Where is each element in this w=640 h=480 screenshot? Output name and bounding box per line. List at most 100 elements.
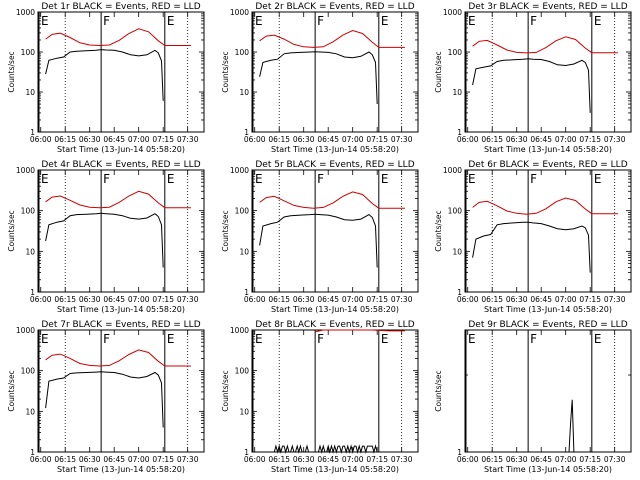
x-tick-label: 06:30 [79,295,101,304]
x-tick-label: 06:00 [457,295,479,304]
x-tick-label: 06:15 [54,295,76,304]
plot-frame [251,169,419,293]
chart-panel-det-9: Det 9r BLACK = Events, RED = LLD 06:00 06:… [434,320,632,474]
events-series-line [45,49,164,101]
marker-label: F [530,332,537,346]
y-tick-label: 100 [21,367,36,376]
x-tick-label: 06:15 [54,455,76,464]
x-tick-label: 07:15 [366,455,388,464]
x-tick-label: 06:00 [244,295,266,304]
marker-label: E [167,14,175,28]
x-tick-label: 06:00 [30,135,52,144]
x-tick-label: 07:00 [128,455,150,464]
x-tick-label: 06:45 [317,455,339,464]
y-axis-label: Counts/sec [221,370,230,411]
x-tick-label: 07:15 [152,455,174,464]
events-series-line [259,51,378,105]
chart-panel-det-5: Det 5r BLACK = Events, RED = LLD 06:00 06:… [221,160,419,314]
y-tick-label: 10 [452,88,462,97]
y-tick-label: 10 [239,88,249,97]
x-tick-label: 06:00 [457,455,479,464]
x-tick-label: 06:00 [30,455,52,464]
y-tick-label: 100 [448,48,463,57]
marker-label: E [381,332,389,346]
y-axis-label: Counts/sec [221,210,230,251]
marker-label: F [103,14,110,28]
plot-frame [251,329,419,453]
x-tick-label: 06:45 [103,135,125,144]
x-tick-label: 06:30 [293,295,315,304]
y-tick-label: 1000 [443,8,462,17]
x-tick-label: 06:15 [481,295,503,304]
marker-label: E [41,332,49,346]
x-tick-label: 06:30 [506,455,528,464]
plot-frame [37,329,205,453]
x-tick-label: 07:00 [342,455,364,464]
x-tick-label: 07:30 [604,455,626,464]
x-tick-label: 07:30 [391,455,413,464]
events-series-line [568,399,575,453]
y-tick-label: 100 [235,48,250,57]
chart-title: Det 8r BLACK = Events, RED = LLD [255,320,414,330]
marker-label: F [317,14,324,28]
chart-title: Det 3r BLACK = Events, RED = LLD [468,2,627,12]
events-series-line [45,371,164,428]
y-axis-label: Counts/sec [434,51,443,92]
chart-title: Det 2r BLACK = Events, RED = LLD [255,2,414,12]
y-tick-label: 1 [30,288,35,297]
y-tick-label: 10 [25,88,35,97]
marker-label: E [167,332,175,346]
marker-label: F [317,332,324,346]
y-tick-label: 1000 [230,326,249,335]
x-tick-label: 06:45 [530,455,552,464]
y-tick-label: 100 [21,207,36,216]
events-series-line [259,213,378,268]
x-tick-label: 07:15 [152,295,174,304]
y-axis-label: Counts/sec [434,210,443,251]
events-series-line [472,58,591,113]
marker-label: F [103,172,110,186]
marker-label: F [103,332,110,346]
y-tick-label: 1 [457,288,462,297]
chart-title: Det 9r BLACK = Events, RED = LLD [468,320,627,330]
x-tick-label: 07:00 [555,295,577,304]
marker-label: E [594,172,602,186]
chart-panel-det-6: Det 6r BLACK = Events, RED = LLD 06:00 06:… [434,160,632,314]
x-axis-label: Start Time (13-Jun-14 05:58:20) [271,465,399,474]
marker-label: E [255,172,263,186]
x-tick-label: 07:00 [555,135,577,144]
y-tick-label: 1 [457,128,462,137]
x-tick-label: 07:00 [128,135,150,144]
chart-title: Det 5r BLACK = Events, RED = LLD [255,160,414,170]
x-tick-label: 06:00 [244,455,266,464]
plot-frame [37,11,205,133]
x-tick-label: 06:30 [293,135,315,144]
x-axis-label: Start Time (13-Jun-14 05:58:20) [57,145,185,154]
x-axis-label: Start Time (13-Jun-14 05:58:20) [57,305,185,314]
marker-label: E [594,332,602,346]
y-tick-label: 100 [448,207,463,216]
x-tick-label: 06:15 [268,135,290,144]
y-tick-label: 10 [25,407,35,416]
y-tick-label: 1 [244,128,249,137]
x-axis-label: Start Time (13-Jun-14 05:58:20) [271,145,399,154]
x-tick-label: 06:30 [79,135,101,144]
x-tick-label: 07:30 [391,295,413,304]
y-tick-label: 1000 [16,166,35,175]
x-tick-label: 07:00 [128,295,150,304]
x-tick-label: 07:15 [579,455,601,464]
x-tick-label: 06:45 [317,135,339,144]
chart-title: Det 6r BLACK = Events, RED = LLD [468,160,627,170]
plot-frame [251,11,419,133]
marker-label: E [381,172,389,186]
marker-label: E [167,172,175,186]
marker-label: F [530,172,537,186]
marker-label: E [255,14,263,28]
x-tick-label: 06:45 [530,135,552,144]
chart-title: Det 4r BLACK = Events, RED = LLD [41,160,200,170]
x-axis-label: Start Time (13-Jun-14 05:58:20) [484,305,612,314]
x-tick-label: 06:15 [481,135,503,144]
